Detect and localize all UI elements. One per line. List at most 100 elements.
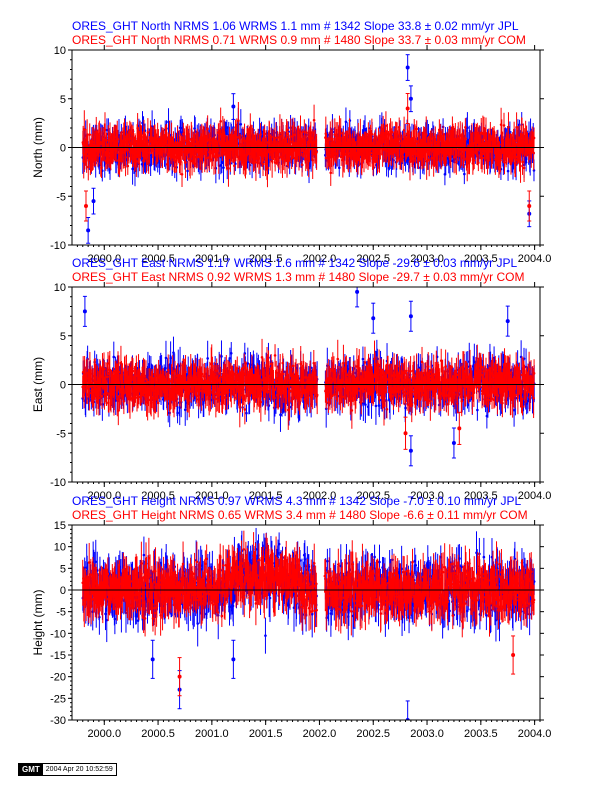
data-point bbox=[414, 140, 418, 143]
data-point bbox=[103, 138, 107, 142]
data-point bbox=[344, 120, 348, 124]
series-title-com: ORES_GHT North NRMS 0.71 WRMS 0.9 mm # 1… bbox=[72, 33, 526, 47]
data-point bbox=[228, 356, 232, 360]
data-point bbox=[532, 136, 536, 140]
data-point bbox=[312, 118, 316, 122]
y-tick-label: 0 bbox=[60, 143, 66, 155]
data-point bbox=[146, 131, 150, 134]
outlier-point bbox=[83, 204, 88, 208]
data-point bbox=[472, 159, 476, 162]
data-point bbox=[507, 125, 510, 129]
data-point bbox=[174, 141, 177, 144]
data-point bbox=[273, 161, 277, 164]
data-point bbox=[522, 166, 526, 170]
data-point bbox=[532, 151, 535, 155]
data-point bbox=[370, 132, 374, 136]
data-point bbox=[206, 357, 209, 360]
y-tick-label: 5 bbox=[60, 94, 66, 106]
data-point bbox=[404, 406, 407, 410]
x-tick-label: 2000.0 bbox=[87, 253, 121, 265]
x-tick-label: 2001.5 bbox=[249, 253, 283, 265]
data-point bbox=[398, 137, 402, 140]
data-point bbox=[183, 144, 186, 148]
data-point bbox=[374, 404, 378, 408]
data-point bbox=[183, 408, 187, 412]
data-point bbox=[480, 152, 484, 156]
data-point bbox=[193, 142, 197, 146]
data-point bbox=[381, 148, 384, 152]
data-point bbox=[292, 133, 296, 137]
data-point bbox=[355, 161, 358, 164]
x-tick-label: 2002.0 bbox=[303, 253, 337, 265]
data-point bbox=[426, 159, 429, 163]
data-point bbox=[266, 166, 269, 170]
y-axis-label: North (mm) bbox=[31, 117, 45, 178]
data-point bbox=[300, 163, 304, 167]
data-point bbox=[135, 160, 138, 163]
outlier-point bbox=[91, 199, 96, 204]
data-point bbox=[148, 144, 152, 148]
data-point bbox=[254, 161, 258, 164]
outlier-point bbox=[408, 96, 413, 101]
data-point bbox=[246, 362, 250, 365]
data-point bbox=[217, 154, 221, 158]
data-point bbox=[521, 160, 524, 164]
data-point bbox=[477, 161, 480, 165]
data-point bbox=[261, 162, 265, 166]
outlier-point bbox=[231, 104, 236, 109]
data-point bbox=[502, 124, 506, 127]
data-point bbox=[503, 161, 506, 164]
data-point bbox=[361, 357, 365, 361]
data-point bbox=[184, 161, 187, 164]
y-tick-label: -5 bbox=[56, 191, 66, 203]
x-tick-label: 2004.0 bbox=[518, 253, 552, 265]
data-point bbox=[519, 164, 522, 168]
x-tick-label: 2003.0 bbox=[410, 253, 444, 265]
data-point bbox=[364, 403, 367, 406]
x-tick-label: 2001.0 bbox=[195, 253, 229, 265]
data-point bbox=[339, 155, 343, 159]
data-point bbox=[329, 171, 333, 175]
data-point bbox=[105, 128, 109, 132]
data-point bbox=[401, 155, 405, 159]
x-tick-label: 2002.5 bbox=[356, 253, 390, 265]
data-point bbox=[182, 132, 185, 136]
data-point bbox=[328, 138, 332, 141]
plot-area-east bbox=[81, 287, 536, 467]
data-point bbox=[237, 119, 240, 122]
data-point bbox=[390, 130, 394, 134]
y-tick-label: -10 bbox=[50, 240, 66, 252]
data-point bbox=[347, 154, 350, 158]
data-point bbox=[130, 132, 134, 136]
data-point bbox=[245, 411, 248, 415]
data-point bbox=[88, 133, 92, 136]
plot-area-north bbox=[81, 54, 536, 244]
data-point bbox=[220, 355, 223, 358]
data-point bbox=[466, 126, 469, 129]
data-point bbox=[235, 135, 239, 139]
x-tick-label: 2000.5 bbox=[141, 253, 175, 265]
data-point bbox=[186, 169, 189, 173]
data-point bbox=[424, 133, 428, 136]
data-point bbox=[279, 413, 282, 417]
data-point bbox=[219, 120, 222, 123]
data-point bbox=[339, 131, 342, 135]
data-point bbox=[178, 406, 182, 409]
data-point bbox=[281, 157, 284, 161]
data-point bbox=[98, 140, 102, 144]
data-point bbox=[116, 137, 120, 141]
data-point bbox=[278, 131, 282, 135]
outlier-point bbox=[86, 228, 91, 233]
data-point bbox=[179, 126, 183, 130]
data-point bbox=[324, 156, 328, 160]
data-point bbox=[286, 128, 290, 132]
data-point bbox=[315, 150, 318, 154]
panel-north: -10 -5 0 5 10 2000.0 2000.5 2001.0 2001.5 2002.0 2… bbox=[31, 19, 551, 265]
data-point bbox=[172, 351, 175, 354]
series-title-jpl: ORES_GHT North NRMS 1.06 WRMS 1.1 mm # 1… bbox=[72, 19, 519, 33]
data-point bbox=[299, 130, 302, 133]
data-point bbox=[126, 148, 129, 152]
outlier-point bbox=[405, 65, 410, 70]
data-point bbox=[506, 169, 510, 173]
